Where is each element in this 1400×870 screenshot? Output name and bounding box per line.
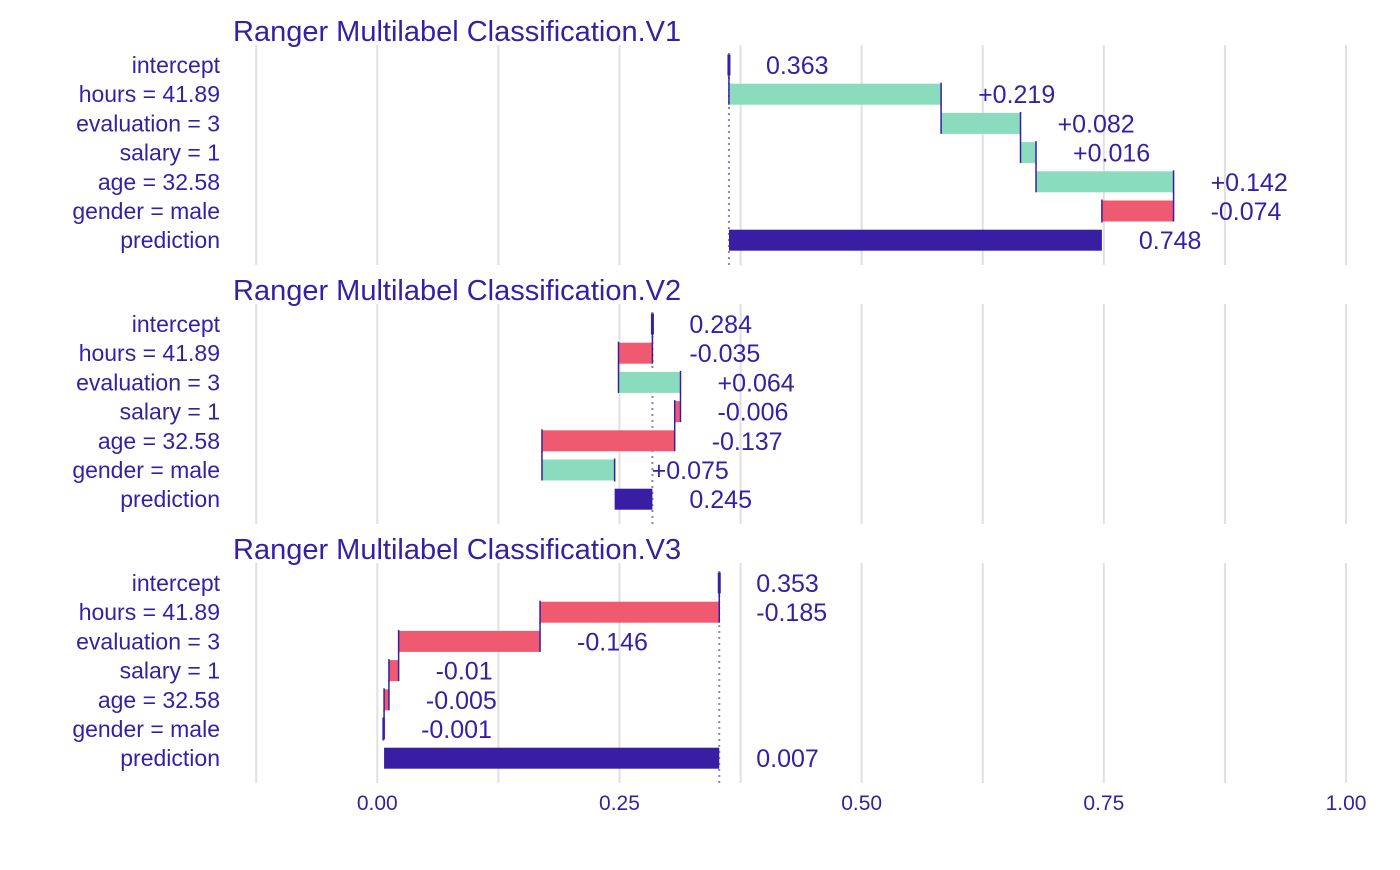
value-label: -0.035 bbox=[689, 340, 760, 368]
value-label: -0.001 bbox=[421, 716, 492, 744]
bar-positive bbox=[941, 112, 1021, 134]
feature-label: age = 32.58 bbox=[98, 687, 220, 713]
bar-intercept bbox=[717, 572, 721, 594]
bar-negative bbox=[398, 630, 541, 652]
bar-negative bbox=[384, 689, 389, 711]
feature-label: intercept bbox=[132, 52, 221, 78]
x-tick-label: 0.00 bbox=[357, 792, 398, 815]
feature-label: intercept bbox=[132, 570, 221, 596]
bar-positive bbox=[541, 459, 615, 481]
value-label: +0.016 bbox=[1073, 140, 1150, 168]
feature-label: evaluation = 3 bbox=[76, 369, 220, 395]
bar-negative bbox=[388, 660, 399, 682]
feature-label: hours = 41.89 bbox=[79, 81, 220, 107]
value-label: -0.006 bbox=[718, 399, 789, 427]
bar-positive bbox=[618, 371, 681, 393]
bar-negative bbox=[618, 342, 653, 364]
bar-intercept bbox=[650, 313, 654, 335]
feature-label: gender = male bbox=[72, 198, 220, 224]
value-label: -0.185 bbox=[756, 599, 827, 627]
value-label: 0.363 bbox=[766, 52, 829, 80]
bar-negative bbox=[674, 401, 681, 423]
feature-label: hours = 41.89 bbox=[79, 340, 220, 366]
bar-negative bbox=[541, 430, 675, 452]
value-label: -0.005 bbox=[426, 687, 497, 715]
x-tick-label: 1.00 bbox=[1326, 792, 1367, 815]
value-label: -0.074 bbox=[1211, 198, 1282, 226]
value-label: +0.142 bbox=[1211, 169, 1288, 197]
value-label: -0.01 bbox=[436, 658, 493, 686]
feature-label: salary = 1 bbox=[120, 140, 220, 166]
feature-label: prediction bbox=[120, 745, 220, 771]
bar-negative bbox=[540, 601, 720, 623]
feature-label: age = 32.58 bbox=[98, 169, 220, 195]
feature-label: prediction bbox=[120, 486, 220, 512]
bar-positive bbox=[1036, 171, 1174, 193]
panel-title: Ranger Multilabel Classification.V3 bbox=[233, 534, 681, 566]
bar-prediction bbox=[614, 488, 653, 510]
feature-label: intercept bbox=[132, 311, 221, 337]
feature-label: salary = 1 bbox=[120, 399, 220, 425]
panel-title: Ranger Multilabel Classification.V2 bbox=[233, 275, 681, 307]
panel-title: Ranger Multilabel Classification.V1 bbox=[233, 16, 681, 48]
bar-positive bbox=[1020, 142, 1037, 164]
value-label: 0.245 bbox=[689, 486, 752, 514]
feature-label: hours = 41.89 bbox=[79, 599, 220, 625]
feature-label: evaluation = 3 bbox=[76, 628, 220, 654]
value-label: +0.219 bbox=[978, 81, 1055, 109]
value-label: +0.082 bbox=[1058, 110, 1135, 138]
bar-positive bbox=[728, 83, 942, 105]
value-label: -0.146 bbox=[577, 628, 648, 656]
bar-prediction bbox=[728, 229, 1102, 251]
feature-label: salary = 1 bbox=[120, 658, 220, 684]
value-label: 0.353 bbox=[756, 570, 819, 598]
bar-negative bbox=[1101, 200, 1174, 222]
value-label: +0.075 bbox=[652, 457, 729, 485]
value-label: 0.284 bbox=[689, 311, 752, 339]
x-tick-label: 0.75 bbox=[1083, 792, 1124, 815]
bar-prediction bbox=[384, 747, 720, 769]
x-tick-label: 0.50 bbox=[841, 792, 882, 815]
bar-intercept bbox=[727, 54, 731, 76]
feature-label: evaluation = 3 bbox=[76, 110, 220, 136]
value-label: +0.064 bbox=[718, 369, 795, 397]
value-label: 0.748 bbox=[1139, 227, 1202, 255]
feature-label: age = 32.58 bbox=[98, 428, 220, 454]
value-label: -0.137 bbox=[712, 428, 783, 456]
x-tick-label: 0.25 bbox=[599, 792, 640, 815]
feature-label: gender = male bbox=[72, 457, 220, 483]
feature-label: prediction bbox=[120, 227, 220, 253]
feature-label: gender = male bbox=[72, 716, 220, 742]
value-label: 0.007 bbox=[756, 745, 819, 773]
